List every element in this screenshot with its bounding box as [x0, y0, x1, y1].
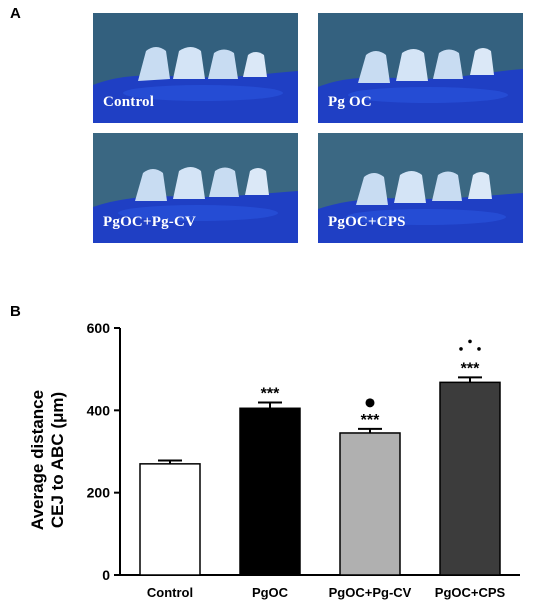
x-tick-label: Control	[147, 585, 193, 600]
y-axis-label-line1: Average distance	[28, 390, 47, 530]
jaw-photo-image	[318, 133, 523, 243]
y-tick-label: 0	[102, 567, 110, 583]
bar-chart: Average distance CEJ to ABC (μm) 0 200 400…	[28, 320, 520, 600]
bar-control	[139, 463, 201, 576]
bar-pgoc	[239, 407, 301, 576]
significance-marker-dot	[468, 339, 472, 344]
bar-pgoc-cps	[439, 381, 501, 576]
y-tick-label: 200	[87, 485, 111, 501]
photo-pgoc-pg-cv: PgOC+Pg-CV	[93, 133, 298, 243]
chart-annotations: *** *** ***	[261, 339, 481, 429]
significance-stars: ***	[261, 386, 280, 403]
x-tick-label: PgOC	[252, 585, 289, 600]
photo-pg-oc: Pg OC	[318, 13, 523, 123]
panel-label-b: B	[10, 303, 21, 320]
chart-bars	[139, 376, 501, 576]
photo-label-pgoc-cps: PgOC+CPS	[328, 214, 406, 230]
jaw-photo-image	[93, 13, 298, 123]
significance-marker-dot	[477, 347, 481, 351]
y-axis-label-line2: CEJ to ABC (μm)	[48, 392, 67, 528]
panel-label-a: A	[10, 5, 21, 22]
photo-label-control: Control	[103, 94, 155, 110]
x-tick-label: PgOC+Pg-CV	[329, 585, 412, 600]
bar-pgoc-pg-cv	[339, 432, 401, 576]
significance-stars: ***	[461, 360, 480, 377]
photo-label-pgoc-pg-cv: PgOC+Pg-CV	[103, 214, 197, 230]
photo-control: Control	[93, 13, 298, 123]
y-tick-label: 600	[87, 320, 111, 336]
photo-pgoc-cps: PgOC+CPS	[318, 133, 523, 243]
y-axis-label: Average distance CEJ to ABC (μm)	[28, 390, 67, 530]
significance-stars: ***	[361, 412, 380, 429]
significance-dot	[365, 398, 375, 408]
y-tick-label: 400	[87, 402, 111, 418]
jaw-photo-image	[93, 133, 298, 243]
jaw-photo-image	[318, 13, 523, 123]
x-tick-label: PgOC+CPS	[435, 585, 506, 600]
x-tick-labels: Control PgOC PgOC+Pg-CV PgOC+CPS	[147, 585, 506, 600]
photo-label-pg-oc: Pg OC	[328, 94, 372, 110]
significance-marker-dot	[459, 347, 463, 351]
